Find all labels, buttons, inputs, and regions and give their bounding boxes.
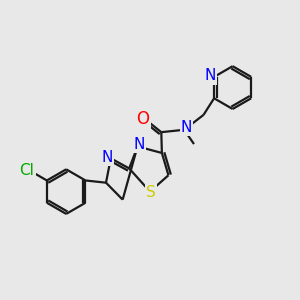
Text: N: N	[101, 150, 113, 165]
Text: N: N	[205, 68, 216, 83]
Text: N: N	[181, 120, 192, 135]
Text: N: N	[133, 136, 145, 152]
Text: O: O	[136, 110, 149, 128]
Text: S: S	[146, 185, 156, 200]
Text: Cl: Cl	[20, 163, 34, 178]
